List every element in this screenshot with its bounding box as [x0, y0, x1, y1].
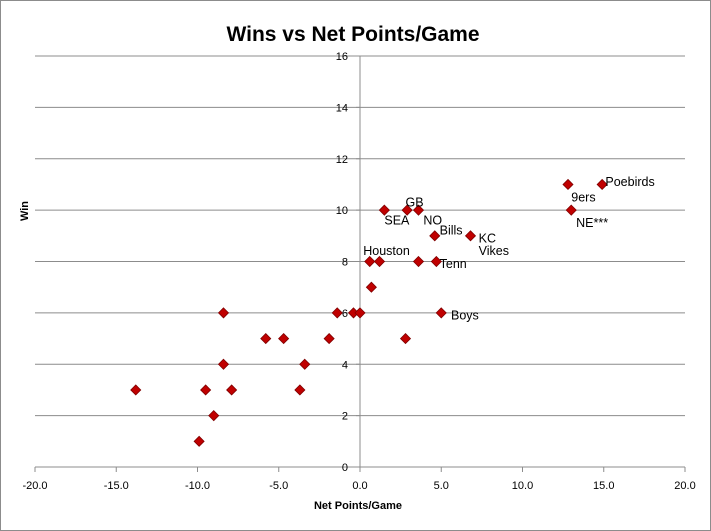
data-points	[130, 178, 608, 447]
y-tick-label: 0	[342, 462, 348, 474]
data-point	[217, 358, 230, 370]
y-tick-label: 8	[342, 257, 348, 269]
x-tick-label: 20.0	[674, 480, 695, 492]
data-point	[565, 204, 577, 216]
y-axis-title: Win	[19, 201, 31, 221]
data-point	[373, 255, 386, 268]
data-point	[130, 384, 142, 396]
y-tick-label: 6	[342, 308, 348, 320]
point-label: NO	[423, 213, 442, 227]
x-tick-labels: -20.0 -15.0 -10.0 -5.0 0.0 5.0 10.0 15.0 20.0	[22, 480, 695, 492]
point-label: Poebirds	[605, 175, 654, 189]
data-point	[200, 384, 212, 396]
data-point	[208, 410, 220, 422]
data-point	[193, 435, 205, 447]
point-label: NE***	[576, 216, 608, 230]
y-tick-label: 2	[342, 411, 348, 423]
point-label: KC	[479, 231, 496, 245]
point-label: Houston	[363, 244, 410, 258]
point-label: Bills	[440, 224, 463, 238]
data-point	[299, 358, 311, 370]
point-label: GB	[406, 195, 424, 209]
x-tick-label: -15.0	[104, 480, 129, 492]
y-tick-labels: 0 2 4 6 8 10 12 14 16	[336, 51, 348, 474]
x-tick-label: -20.0	[22, 480, 47, 492]
point-label: Tenn	[440, 257, 467, 271]
x-tick-label: 0.0	[352, 480, 367, 492]
axes	[34, 55, 686, 472]
point-label: Vikes	[479, 244, 509, 258]
data-point	[596, 178, 608, 191]
data-point	[294, 384, 306, 396]
data-point	[331, 307, 343, 319]
data-point	[364, 255, 376, 268]
chart-title: Wins vs Net Points/Game	[226, 23, 479, 46]
data-point	[399, 332, 412, 345]
data-point	[562, 178, 574, 191]
point-label: SEA	[384, 213, 410, 227]
data-point	[430, 255, 442, 268]
y-tick-label: 10	[336, 205, 348, 217]
y-tick-label: 16	[336, 51, 348, 63]
point-label: Boys	[451, 308, 479, 322]
data-point	[412, 255, 425, 268]
data-point	[401, 204, 413, 216]
data-point	[365, 281, 377, 293]
x-tick-label: 10.0	[512, 480, 533, 492]
data-point	[217, 307, 230, 319]
data-point	[323, 332, 335, 345]
data-point	[226, 384, 238, 396]
data-point	[429, 230, 441, 242]
x-tick-label: -10.0	[185, 480, 210, 492]
data-point	[354, 307, 366, 319]
x-axis-title: Net Points/Game	[314, 500, 402, 512]
y-tick-label: 4	[342, 359, 348, 371]
data-point	[412, 204, 425, 216]
data-point	[378, 204, 390, 216]
point-label: 9ers	[571, 190, 595, 204]
data-point	[260, 332, 272, 345]
data-point	[278, 332, 290, 345]
y-tick-label: 12	[336, 154, 348, 166]
x-tick-label: 5.0	[434, 480, 449, 492]
data-point	[435, 307, 447, 319]
data-point	[464, 230, 477, 242]
x-tick-label: 15.0	[593, 480, 614, 492]
x-tick-label: -5.0	[269, 480, 288, 492]
y-tick-label: 14	[336, 102, 348, 114]
